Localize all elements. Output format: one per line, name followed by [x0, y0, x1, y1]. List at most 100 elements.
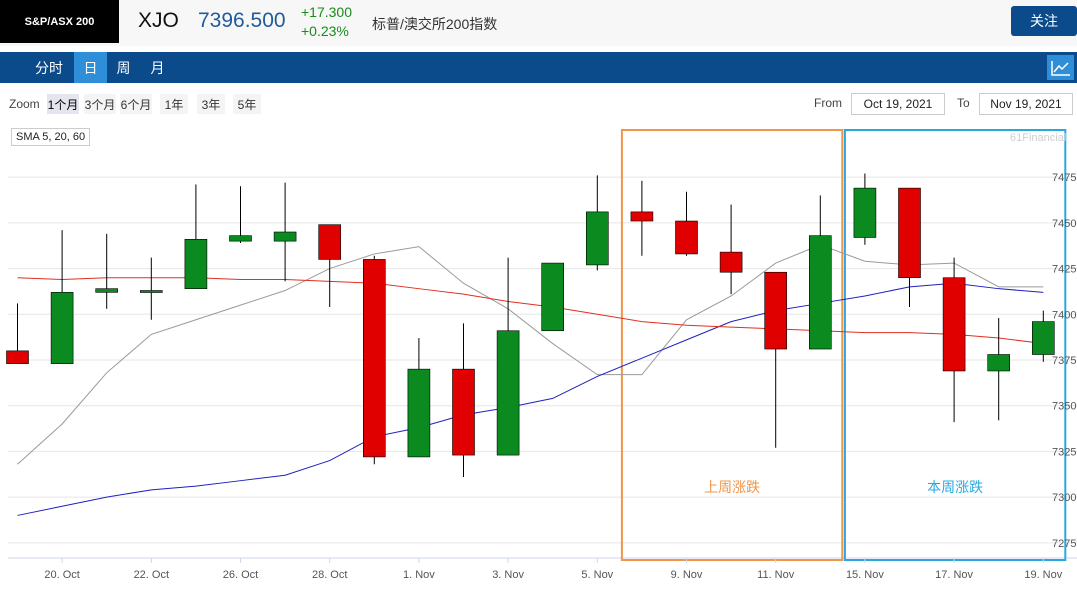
this-week-box — [843, 129, 1067, 561]
x-tick-label: 19. Nov — [1024, 569, 1062, 581]
candle — [362, 255, 386, 465]
candle-body — [318, 224, 342, 260]
candle-body — [452, 368, 475, 456]
tab-daily[interactable]: 日 — [74, 52, 107, 83]
index-logo: S&P/ASX 200 — [0, 0, 119, 43]
y-tick-label: 7400 — [1052, 309, 1076, 321]
sma-lines — [17, 244, 1044, 516]
zoom-3m-button[interactable]: 3个月 — [84, 94, 116, 114]
candle-body — [50, 292, 74, 364]
sma-5-line — [17, 244, 1044, 465]
candle — [630, 180, 654, 256]
y-tick-label: 7425 — [1052, 264, 1076, 276]
candle-body — [630, 211, 654, 222]
chart-credit: 61Financial — [1010, 132, 1067, 144]
x-tick-label: 26. Oct — [223, 569, 258, 581]
to-label: To — [957, 96, 970, 110]
x-tick-label: 5. Nov — [581, 569, 613, 581]
tab-weekly[interactable]: 周 — [116, 59, 131, 76]
sma-60-line — [17, 277, 1044, 345]
x-tick-label: 3. Nov — [492, 569, 524, 581]
price-change: +17.300 +0.23% — [301, 3, 352, 41]
x-axis: 20. Oct 22. Oct 26. Oct 28. Oct 1. Nov 3. Nov… — [44, 558, 1063, 581]
ticker-symbol: XJO — [138, 9, 179, 32]
follow-button[interactable]: 关注 — [1011, 6, 1077, 36]
tab-intraday[interactable]: 分时 — [35, 59, 63, 76]
x-tick-label: 20. Oct — [44, 569, 79, 581]
candle — [452, 323, 475, 478]
candle — [1032, 310, 1055, 362]
quote-header: S&P/ASX 200 XJO 7396.500 +17.300 +0.23% … — [0, 0, 1077, 46]
from-label: From — [814, 96, 842, 110]
candle — [853, 173, 877, 245]
x-tick-label: 9. Nov — [671, 569, 703, 581]
candle-body — [808, 235, 832, 350]
x-tick-label: 22. Oct — [134, 569, 169, 581]
last-price: 7396.500 — [198, 9, 286, 32]
zoom-6m-button[interactable]: 6个月 — [120, 94, 152, 114]
candle-body — [140, 290, 163, 293]
candle — [987, 317, 1011, 421]
indicator-legend: SMA 5, 20, 60 — [11, 128, 91, 146]
last-week-label: 上周涨跌 — [704, 480, 760, 496]
candle — [719, 204, 743, 295]
tab-monthly[interactable]: 月 — [150, 59, 165, 76]
x-tick-label: 28. Oct — [312, 569, 347, 581]
candle — [898, 187, 921, 307]
zoom-3y-button[interactable]: 3年 — [197, 94, 225, 114]
candle-body — [95, 288, 118, 293]
this-week-label: 本周涨跌 — [927, 480, 983, 496]
sma-20-line — [17, 282, 1044, 516]
candle — [942, 257, 966, 423]
candle — [229, 186, 252, 243]
candle-body — [541, 262, 565, 332]
change-percent: +0.23% — [301, 23, 349, 39]
candlestick-chart: 上周涨跌 本周涨跌 7275 7300 7325 7350 7375 7400 7425 745… — [6, 129, 1077, 581]
candles — [6, 173, 1055, 478]
zoom-label: Zoom — [9, 97, 40, 111]
period-tabs: 分时 日 周 月 — [0, 52, 1077, 83]
change-value: +17.300 — [301, 4, 352, 20]
candle-body — [675, 220, 698, 255]
candle — [50, 230, 74, 364]
candle-body — [585, 211, 609, 266]
y-tick-label: 7350 — [1052, 401, 1076, 413]
candle — [184, 184, 208, 289]
candle — [808, 195, 832, 350]
candle-body — [407, 368, 431, 458]
y-tick-label: 7275 — [1052, 538, 1076, 550]
candle — [496, 257, 520, 456]
candle-body — [273, 231, 297, 242]
candle — [95, 233, 118, 309]
x-tick-label: 11. Nov — [757, 569, 795, 581]
candle-body — [229, 235, 252, 242]
candle — [764, 271, 788, 448]
to-date-input[interactable]: Nov 19, 2021 — [979, 93, 1073, 115]
zoom-1m-button[interactable]: 1个月 — [47, 94, 79, 114]
zoom-toolbar: Zoom 1个月 3个月 6个月 1年 3年 5年 From Oct 19, 2… — [0, 90, 1077, 118]
y-tick-label: 7300 — [1052, 492, 1076, 504]
last-week-box — [620, 129, 844, 561]
candle-body — [1032, 321, 1055, 355]
zoom-1y-button[interactable]: 1年 — [160, 94, 188, 114]
zoom-5y-button[interactable]: 5年 — [233, 94, 261, 114]
candle — [318, 224, 342, 307]
candle-body — [942, 277, 966, 372]
y-tick-label: 7475 — [1052, 172, 1076, 184]
index-name: 标普/澳交所200指数 — [372, 16, 498, 32]
y-tick-label: 7450 — [1052, 218, 1076, 230]
candle — [541, 262, 565, 332]
y-tick-label: 7375 — [1052, 355, 1076, 367]
from-date-input[interactable]: Oct 19, 2021 — [851, 93, 945, 115]
candle — [273, 182, 297, 282]
candle-body — [987, 354, 1011, 372]
candle — [407, 338, 431, 458]
candle-body — [496, 330, 520, 456]
candle — [585, 175, 609, 271]
x-tick-label: 15. Nov — [846, 569, 884, 581]
candle-body — [6, 350, 29, 364]
week-highlight-boxes: 上周涨跌 本周涨跌 — [620, 129, 1067, 561]
line-chart-icon[interactable] — [1047, 55, 1074, 80]
candle-body — [719, 251, 743, 273]
candle — [140, 257, 163, 320]
